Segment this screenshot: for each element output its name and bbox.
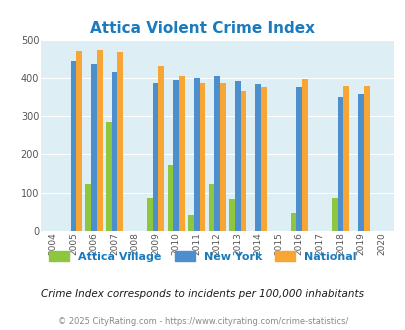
Bar xyxy=(357,94,363,231)
Bar xyxy=(179,76,184,231)
Bar xyxy=(199,83,205,231)
Legend: Attica Village, New York, National: Attica Village, New York, National xyxy=(49,251,356,262)
Bar xyxy=(91,64,97,231)
Bar xyxy=(296,87,301,231)
Bar xyxy=(97,50,102,231)
Bar xyxy=(228,199,234,231)
Bar xyxy=(173,80,179,231)
Bar xyxy=(158,66,164,231)
Bar xyxy=(106,122,111,231)
Bar xyxy=(301,79,307,231)
Bar xyxy=(76,51,82,231)
Text: Attica Violent Crime Index: Attica Violent Crime Index xyxy=(90,21,315,36)
Bar xyxy=(343,86,348,231)
Bar xyxy=(188,214,193,231)
Bar xyxy=(70,61,76,231)
Bar xyxy=(208,184,214,231)
Bar xyxy=(234,81,240,231)
Text: Crime Index corresponds to incidents per 100,000 inhabitants: Crime Index corresponds to incidents per… xyxy=(41,289,364,299)
Bar xyxy=(117,52,123,231)
Bar xyxy=(147,198,152,231)
Bar xyxy=(214,76,220,231)
Bar xyxy=(240,90,246,231)
Text: © 2025 CityRating.com - https://www.cityrating.com/crime-statistics/: © 2025 CityRating.com - https://www.city… xyxy=(58,317,347,326)
Bar xyxy=(363,86,369,231)
Bar xyxy=(111,72,117,231)
Bar xyxy=(220,83,225,231)
Bar xyxy=(167,165,173,231)
Bar xyxy=(331,198,337,231)
Bar xyxy=(255,84,260,231)
Bar xyxy=(85,184,91,231)
Bar xyxy=(337,97,343,231)
Bar xyxy=(260,87,266,231)
Bar xyxy=(290,213,296,231)
Bar xyxy=(193,78,199,231)
Bar xyxy=(152,83,158,231)
